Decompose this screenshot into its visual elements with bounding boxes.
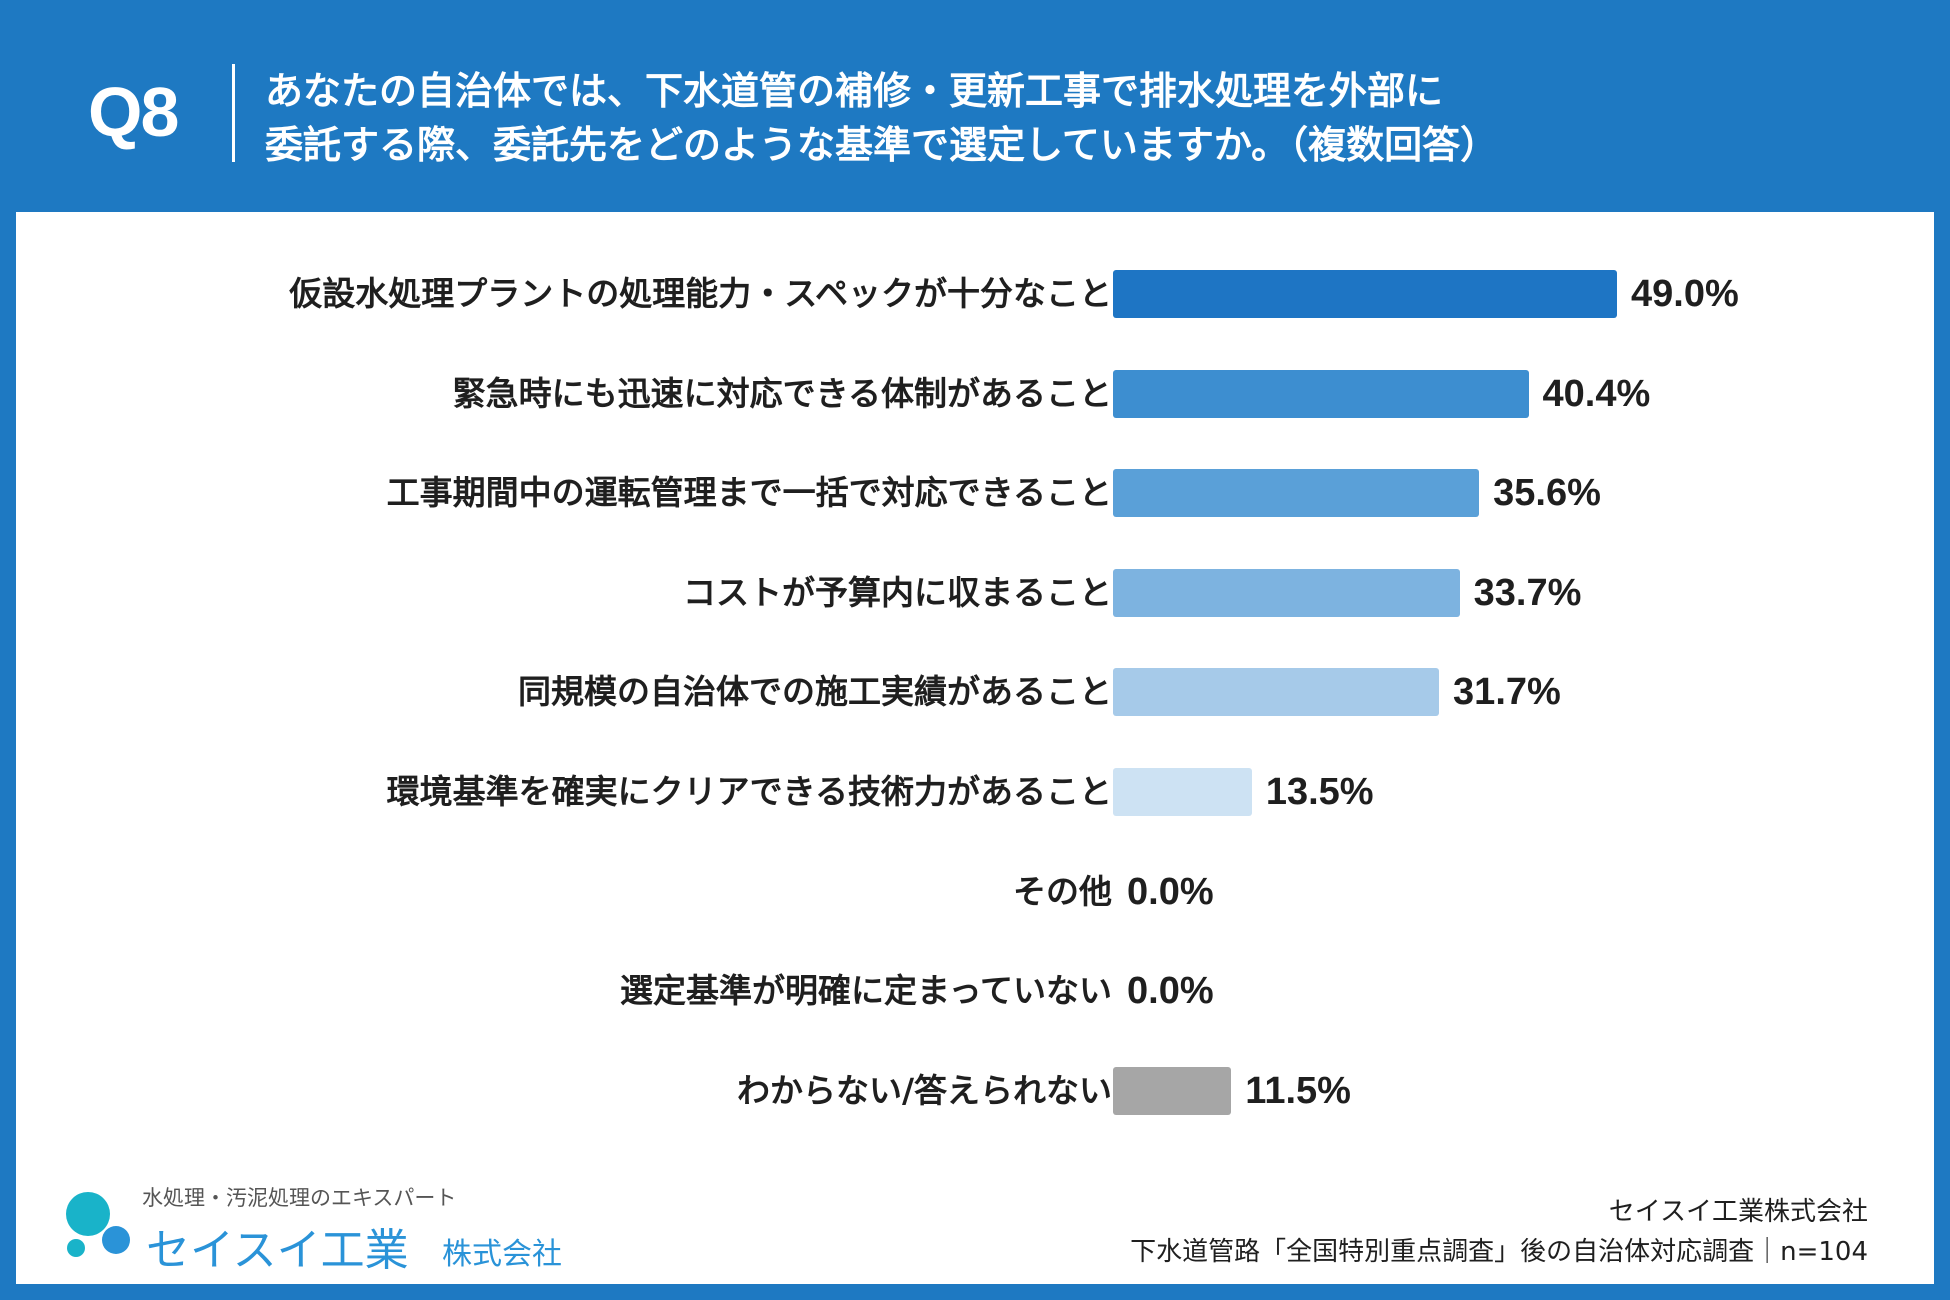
bar xyxy=(1113,568,1460,617)
bar-row: 同規模の自治体での施工実績があること 31.7% xyxy=(16,662,1934,722)
logo-bubble-small xyxy=(67,1239,85,1257)
value-label: 0.0% xyxy=(1127,970,1214,1013)
company-logo: 水処理・汚泥処理のエキスパート セイスイ工業 株式会社 xyxy=(52,1174,612,1276)
bar-row: コストが予算内に収まること 33.7% xyxy=(16,563,1934,623)
value-label: 40.4% xyxy=(1542,372,1651,415)
logo-tagline: 水処理・汚泥処理のエキスパート xyxy=(142,1186,457,1210)
logo-bubble-large xyxy=(66,1192,110,1236)
chart-panel: 仮設水処理プラントの処理能力・スペックが十分なこと 49.0% 緊急時にも迅速に対応… xyxy=(16,212,1934,1284)
category-label: その他 xyxy=(1013,871,1112,911)
value-label: 11.5% xyxy=(1245,1069,1351,1112)
category-label: 選定基準が明確に定まっていない xyxy=(619,971,1112,1011)
category-label: わからない/答えられない xyxy=(736,1070,1112,1110)
value-label: 0.0% xyxy=(1127,870,1214,913)
logo-bubbles-icon xyxy=(66,1192,130,1257)
question-line-2: 委託する際、委託先をどのような基準で選定していますか。（複数回答） xyxy=(265,123,1499,167)
bar xyxy=(1113,469,1480,518)
value-label: 33.7% xyxy=(1473,571,1582,614)
logo-name: セイスイ工業 xyxy=(146,1225,409,1276)
source-company: セイスイ工業株式会社 xyxy=(1608,1197,1868,1227)
source-survey: 下水道管路「全国特別重点調査」後の自治体対応調査｜n=104 xyxy=(1130,1237,1868,1267)
source-note: セイスイ工業株式会社 下水道管路「全国特別重点調査」後の自治体対応調査｜n=10… xyxy=(1130,1192,1868,1272)
bar-row: 工事期間中の運転管理まで一括で対応できること 35.6% xyxy=(16,463,1934,523)
category-label: 環境基準を確実にクリアできる技術力があること xyxy=(386,772,1112,811)
question-line-1: あなたの自治体では、下水道管の補修・更新工事で排水処理を外部に xyxy=(265,69,1444,113)
value-label: 35.6% xyxy=(1493,472,1601,515)
category-label: 工事期間中の運転管理まで一括で対応できること xyxy=(386,473,1112,513)
question-number: Q8 xyxy=(88,73,179,151)
value-label: 31.7% xyxy=(1453,671,1561,714)
bar-row: その他 0.0% xyxy=(16,862,1934,922)
bar-row: 緊急時にも迅速に対応できる体制があること 40.4% xyxy=(16,364,1934,424)
category-label: 緊急時にも迅速に対応できる体制があること xyxy=(452,373,1112,413)
category-label: 仮設水処理プラントの処理能力・スペックが十分なこと xyxy=(289,274,1112,313)
question-header: Q8 あなたの自治体では、下水道管の補修・更新工事で排水処理を外部に 委託する際… xyxy=(0,0,1950,212)
bar xyxy=(1113,768,1252,816)
bar xyxy=(1113,270,1617,318)
bar xyxy=(1113,1066,1232,1115)
bar xyxy=(1113,668,1440,717)
logo-bubble-medium xyxy=(102,1226,130,1254)
value-label: 49.0% xyxy=(1631,273,1739,315)
bar-row: わからない/答えられない 11.5% xyxy=(16,1061,1934,1121)
category-label: コストが予算内に収まること xyxy=(683,572,1112,612)
bar-row: 選定基準が明確に定まっていない 0.0% xyxy=(16,961,1934,1021)
bar xyxy=(1113,369,1529,418)
bar-row: 仮設水処理プラントの処理能力・スペックが十分なこと 49.0% xyxy=(16,264,1934,324)
question-text: あなたの自治体では、下水道管の補修・更新工事で排水処理を外部に 委託する際、委託… xyxy=(265,64,1905,172)
logo-suffix: 株式会社 xyxy=(442,1237,562,1272)
category-label: 同規模の自治体での施工実績があること xyxy=(518,672,1112,712)
value-label: 13.5% xyxy=(1265,771,1374,813)
bar-row: 環境基準を確実にクリアできる技術力があること 13.5% xyxy=(16,762,1934,822)
header-divider xyxy=(232,64,235,162)
